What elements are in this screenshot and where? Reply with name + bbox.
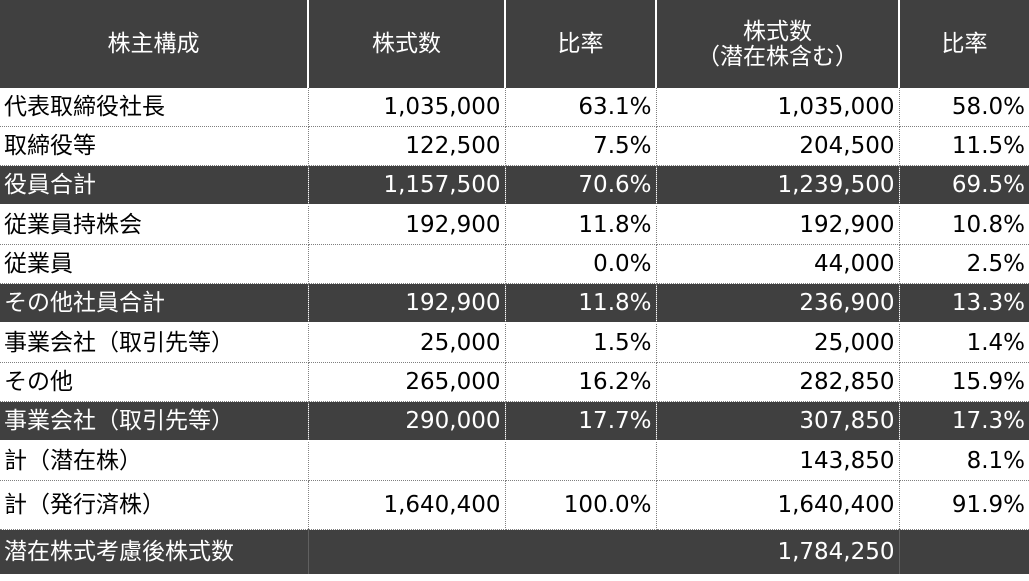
row-shares: 1,157,500 bbox=[308, 165, 506, 206]
row-ratio-diluted: 10.8% bbox=[899, 205, 1029, 245]
row-shares-diluted: 282,850 bbox=[656, 362, 900, 402]
row-shares: 1,035,000 bbox=[308, 88, 506, 127]
row-ratio bbox=[505, 441, 657, 481]
table-row-business-partners-total: 事業会社（取引先等） 290,000 17.7% 307,850 17.3% bbox=[0, 401, 1029, 442]
row-label: 事業会社（取引先等） bbox=[0, 401, 309, 442]
header-shares-diluted-line1: 株式数 bbox=[743, 19, 812, 45]
row-shares-diluted: 143,850 bbox=[656, 441, 900, 481]
row-ratio-diluted: 58.0% bbox=[899, 88, 1029, 127]
row-shares: 122,500 bbox=[308, 126, 506, 166]
row-shares-diluted: 25,000 bbox=[656, 323, 900, 363]
row-shares bbox=[308, 244, 506, 284]
table-row-post-dilution-shares: 潜在株式考慮後株式数 1,784,250 bbox=[0, 529, 1029, 574]
row-ratio-diluted: 15.9% bbox=[899, 362, 1029, 402]
row-label: その他社員合計 bbox=[0, 283, 309, 324]
row-shares-diluted: 1,035,000 bbox=[656, 88, 900, 127]
header-row: 株主構成 株式数 比率 株式数 （潜在株含む） 比率 bbox=[0, 0, 1029, 88]
row-label: 代表取締役社長 bbox=[0, 88, 309, 127]
row-label: 従業員持株会 bbox=[0, 205, 309, 245]
row-shares: 290,000 bbox=[308, 401, 506, 442]
final-label: 潜在株式考慮後株式数 bbox=[0, 529, 309, 574]
header-shares: 株式数 bbox=[308, 0, 506, 88]
row-shares: 1,640,400 bbox=[308, 480, 506, 530]
row-label: その他 bbox=[0, 362, 309, 402]
row-ratio-diluted: 2.5% bbox=[899, 244, 1029, 284]
row-shares: 265,000 bbox=[308, 362, 506, 402]
header-ratio-diluted: 比率 bbox=[899, 0, 1029, 88]
table-row-officers-total: 役員合計 1,157,500 70.6% 1,239,500 69.5% bbox=[0, 165, 1029, 206]
header-shares-diluted: 株式数 （潜在株含む） bbox=[656, 0, 900, 88]
row-label: 従業員 bbox=[0, 244, 309, 284]
row-ratio: 100.0% bbox=[505, 480, 657, 530]
table-row-employees: 従業員 0.0% 44,000 2.5% bbox=[0, 244, 1029, 284]
row-ratio: 7.5% bbox=[505, 126, 657, 166]
final-value: 1,784,250 bbox=[308, 529, 900, 574]
row-ratio: 16.2% bbox=[505, 362, 657, 402]
row-shares-diluted: 307,850 bbox=[656, 401, 900, 442]
final-blank-cell bbox=[899, 529, 1029, 574]
row-shares-diluted: 192,900 bbox=[656, 205, 900, 245]
row-ratio-diluted: 91.9% bbox=[899, 480, 1029, 530]
table-row-issued-shares-total: 計（発行済株） 1,640,400 100.0% 1,640,400 91.9% bbox=[0, 480, 1029, 530]
row-ratio-diluted: 69.5% bbox=[899, 165, 1029, 206]
row-ratio: 0.0% bbox=[505, 244, 657, 284]
row-shares-diluted: 44,000 bbox=[656, 244, 900, 284]
row-shares-diluted: 1,640,400 bbox=[656, 480, 900, 530]
row-ratio-diluted: 17.3% bbox=[899, 401, 1029, 442]
row-label: 役員合計 bbox=[0, 165, 309, 206]
row-shares: 192,900 bbox=[308, 205, 506, 245]
row-label: 事業会社（取引先等） bbox=[0, 323, 309, 363]
row-shares-diluted: 204,500 bbox=[656, 126, 900, 166]
row-shares bbox=[308, 441, 506, 481]
row-shares: 25,000 bbox=[308, 323, 506, 363]
row-ratio-diluted: 1.4% bbox=[899, 323, 1029, 363]
row-ratio: 17.7% bbox=[505, 401, 657, 442]
row-ratio-diluted: 13.3% bbox=[899, 283, 1029, 324]
row-ratio: 1.5% bbox=[505, 323, 657, 363]
table-row-other: その他 265,000 16.2% 282,850 15.9% bbox=[0, 362, 1029, 402]
table-row-potential-shares-total: 計（潜在株） 143,850 8.1% bbox=[0, 441, 1029, 481]
row-ratio: 63.1% bbox=[505, 88, 657, 127]
row-label: 計（潜在株） bbox=[0, 441, 309, 481]
row-ratio: 70.6% bbox=[505, 165, 657, 206]
table-row-directors: 取締役等 122,500 7.5% 204,500 11.5% bbox=[0, 126, 1029, 166]
row-shares: 192,900 bbox=[308, 283, 506, 324]
table-row-other-staff-total: その他社員合計 192,900 11.8% 236,900 13.3% bbox=[0, 283, 1029, 324]
row-ratio: 11.8% bbox=[505, 283, 657, 324]
row-ratio-diluted: 11.5% bbox=[899, 126, 1029, 166]
row-label: 取締役等 bbox=[0, 126, 309, 166]
table-row-ceo: 代表取締役社長 1,035,000 63.1% 1,035,000 58.0% bbox=[0, 88, 1029, 127]
header-shares-diluted-line2: （潜在株含む） bbox=[697, 44, 858, 70]
row-ratio: 11.8% bbox=[505, 205, 657, 245]
row-ratio-diluted: 8.1% bbox=[899, 441, 1029, 481]
row-label: 計（発行済株） bbox=[0, 480, 309, 530]
row-shares-diluted: 1,239,500 bbox=[656, 165, 900, 206]
row-shares-diluted: 236,900 bbox=[656, 283, 900, 324]
header-composition: 株主構成 bbox=[0, 0, 309, 88]
table-row-employee-stock-ownership: 従業員持株会 192,900 11.8% 192,900 10.8% bbox=[0, 205, 1029, 245]
header-ratio: 比率 bbox=[505, 0, 657, 88]
table-row-business-partners: 事業会社（取引先等） 25,000 1.5% 25,000 1.4% bbox=[0, 323, 1029, 363]
